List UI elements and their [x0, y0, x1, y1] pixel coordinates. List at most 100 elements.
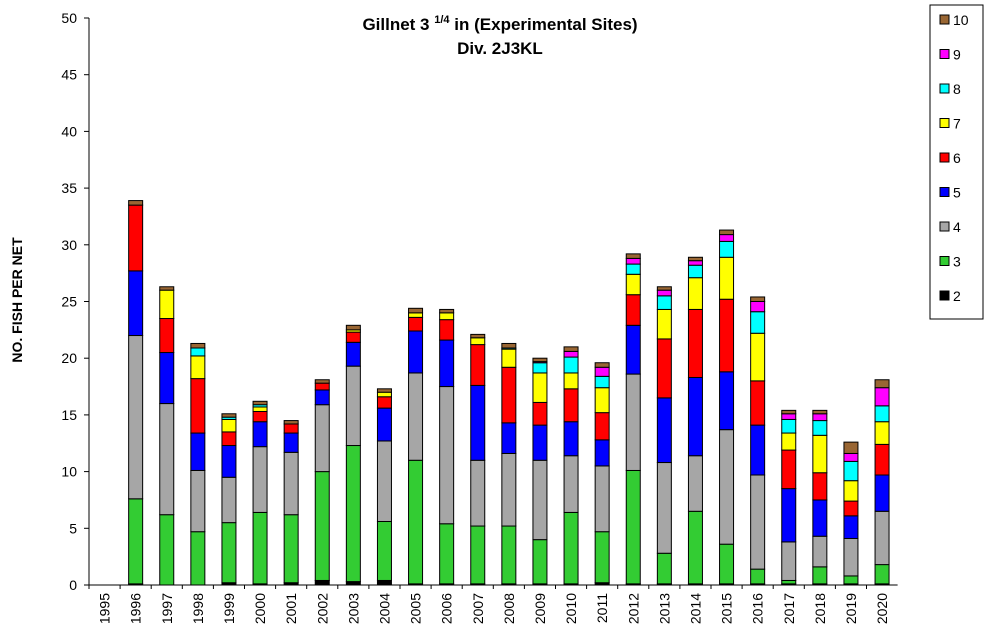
bar-segment: [221, 522, 237, 584]
bar-segment: [470, 344, 486, 386]
bar-segment: [625, 263, 641, 275]
bar-segment: [594, 531, 610, 584]
legend-label: 3: [953, 254, 961, 270]
bar-segment: [563, 372, 579, 390]
bar-segment: [345, 331, 361, 343]
chart-subtitle: Div. 2J3KL: [457, 39, 543, 58]
bar-segment: [501, 348, 517, 368]
bar-segment: [656, 295, 672, 310]
bar-segment: [470, 384, 486, 461]
title-main: Gillnet 3: [362, 15, 429, 34]
bar-segment: [874, 474, 890, 512]
bar-segment: [812, 420, 828, 436]
legend-label: 9: [953, 47, 961, 63]
bar-segment: [625, 324, 641, 375]
bar-segment: [159, 514, 175, 586]
y-tick-label: 5: [69, 520, 77, 536]
bar-segment: [532, 372, 548, 403]
bar-segment: [625, 373, 641, 471]
bar-segment: [376, 579, 392, 586]
bar-segment: [128, 200, 144, 206]
bar-segment: [190, 469, 206, 533]
bar-segment: [470, 333, 486, 339]
title-superscript: 1/4: [434, 14, 450, 26]
bar-segment: [345, 324, 361, 331]
bar-segment: [750, 424, 766, 476]
bar-segment: [812, 409, 828, 415]
bar-segment: [470, 459, 486, 527]
x-tick-label: 2002: [314, 593, 330, 624]
bar-segment: [874, 405, 890, 423]
bar-segment: [376, 440, 392, 522]
bar-segment: [563, 346, 579, 352]
bar-segment: [719, 234, 735, 242]
bar-segment: [283, 423, 299, 434]
bar-segment: [625, 253, 641, 259]
legend-swatch: [939, 14, 950, 25]
bar-segment: [625, 294, 641, 326]
x-tick-label: 2017: [781, 593, 797, 624]
bar-segment: [439, 386, 455, 525]
legend-swatch: [939, 290, 950, 301]
bar-segment: [874, 443, 890, 476]
bar-segment: [376, 520, 392, 581]
y-axis-label: NO. FISH PER NET: [9, 237, 25, 363]
bar-segment: [781, 541, 797, 581]
x-tick-label: 2019: [843, 593, 859, 624]
bar-segment: [439, 312, 455, 321]
bar-segment: [594, 366, 610, 377]
x-tick-label: 2008: [501, 593, 517, 624]
bar-segment: [812, 499, 828, 537]
bar-segment: [128, 204, 144, 272]
bar-segment: [656, 286, 672, 291]
bar-segment: [781, 418, 797, 434]
bar-segment: [843, 452, 859, 462]
bar-segment: [439, 319, 455, 341]
bar-segment: [345, 341, 361, 367]
bar-segment: [439, 339, 455, 388]
x-tick-label: 2013: [656, 593, 672, 624]
x-tick-label: 1996: [128, 593, 144, 624]
legend-swatch: [939, 221, 950, 232]
bar-segment: [376, 407, 392, 442]
bar-segment: [252, 406, 268, 412]
x-tick-label: 2016: [750, 593, 766, 624]
bar-segment: [750, 296, 766, 302]
legend-label: 5: [953, 185, 961, 201]
bar-segment: [501, 525, 517, 585]
bar-segment: [719, 298, 735, 373]
y-tick-label: 0: [69, 577, 77, 593]
bar-segment: [843, 460, 859, 482]
bar-segment: [812, 472, 828, 501]
bar-segment: [501, 342, 517, 349]
bar-segment: [283, 432, 299, 453]
bar-segment: [625, 257, 641, 265]
bar-segment: [843, 441, 859, 454]
legend-label: 8: [953, 81, 961, 97]
legend-swatch: [939, 187, 950, 197]
bar-segment: [687, 308, 703, 378]
legend-swatch: [939, 49, 950, 59]
bar-segment: [563, 511, 579, 585]
bar-segment: [874, 510, 890, 566]
x-tick-label: 2001: [283, 593, 299, 624]
bar-segment: [252, 400, 268, 406]
x-tick-label: 2000: [252, 593, 268, 624]
bar-segment: [314, 382, 330, 391]
bar-segment: [781, 432, 797, 451]
bar-segment: [345, 365, 361, 447]
bar-segment: [625, 273, 641, 296]
bar-segment: [190, 355, 206, 380]
y-tick-label: 20: [61, 350, 77, 366]
bar-segment: [781, 413, 797, 420]
bar-segment: [874, 421, 890, 445]
bar-segment: [687, 455, 703, 512]
bar-segment: [563, 350, 579, 358]
x-tick-label: 2018: [812, 593, 828, 624]
x-tick-label: 2004: [376, 593, 392, 624]
y-tick-label: 30: [61, 237, 77, 253]
bar-segment: [314, 579, 330, 586]
bar-segment: [594, 387, 610, 414]
bar-segment: [843, 575, 859, 585]
